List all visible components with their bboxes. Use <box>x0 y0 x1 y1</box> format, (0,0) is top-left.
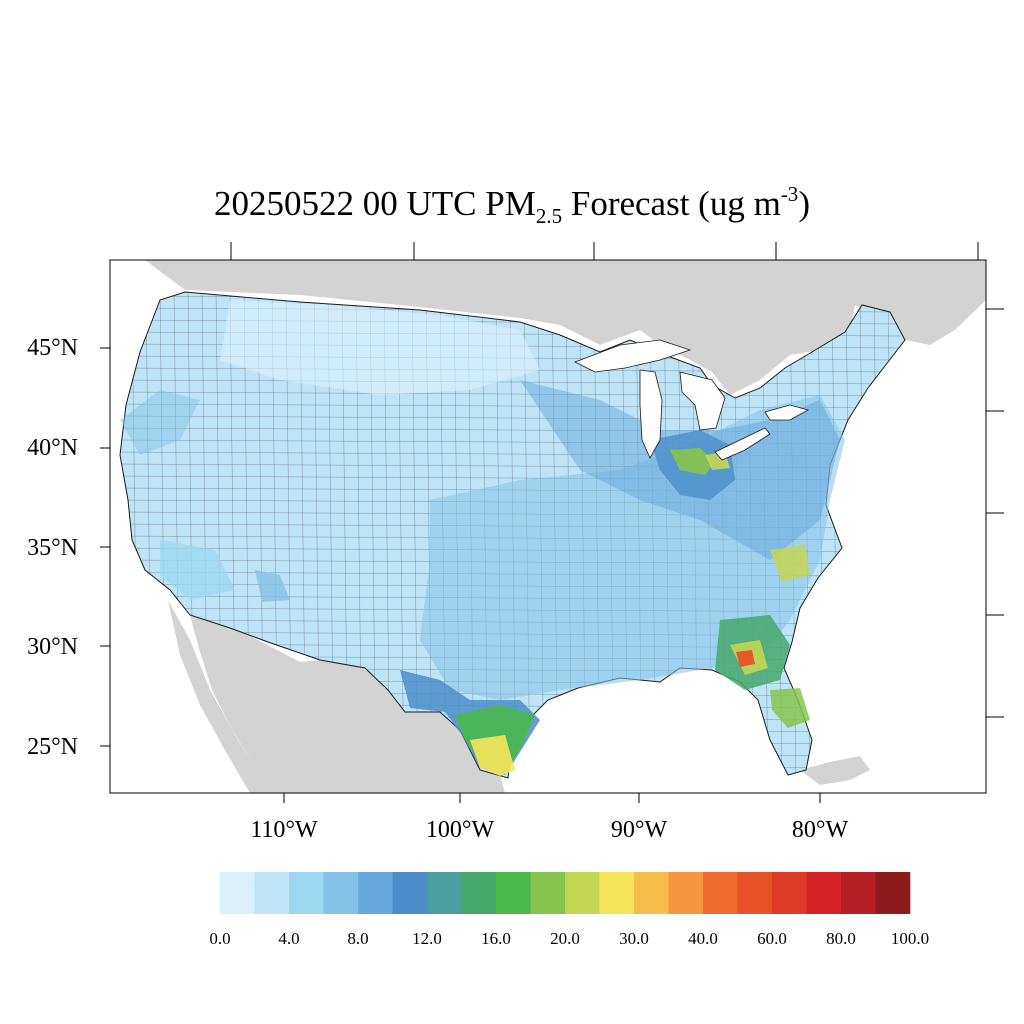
baja-peninsula <box>168 600 272 793</box>
lon-label-100w: 100°W <box>425 817 495 843</box>
concentration-patch-9 <box>770 545 810 582</box>
colorbar-box-0 <box>220 872 255 914</box>
lon-label-110w: 110°W <box>250 817 318 843</box>
concentration-patch-16 <box>220 300 540 395</box>
colorbar-box-14 <box>703 872 738 914</box>
colorbar-box-11 <box>599 872 635 914</box>
map-ticks <box>100 242 1004 803</box>
concentration-patches <box>120 300 845 776</box>
colorbar <box>220 872 911 914</box>
lat-label-30n: 30°N <box>27 634 78 660</box>
colorbar-label-10: 100.0 <box>890 929 930 948</box>
colorbar-label-3: 12.0 <box>412 929 442 948</box>
colorbar-box-3 <box>323 872 359 914</box>
colorbar-label-5: 20.0 <box>550 929 580 948</box>
concentration-patch-13 <box>120 390 200 455</box>
colorbar-box-16 <box>772 872 807 914</box>
colorbar-box-18 <box>841 872 876 914</box>
colorbar-box-6 <box>427 872 462 914</box>
lake-huron <box>679 371 726 431</box>
colorbar-box-12 <box>634 872 669 914</box>
colorbar-box-15 <box>737 872 773 914</box>
colorbar-box-19 <box>875 872 911 914</box>
colorbar-label-2: 8.0 <box>347 929 369 948</box>
colorbar-box-1 <box>254 872 290 914</box>
concentration-patch-10 <box>770 688 810 728</box>
colorbar-label-7: 40.0 <box>688 929 718 948</box>
colorbar-label-9: 80.0 <box>826 929 856 948</box>
lake-michigan <box>639 369 663 459</box>
lon-label-90w: 90°W <box>610 817 668 843</box>
colorbar-label-6: 30.0 <box>619 929 649 948</box>
colorbar-label-0: 0.0 <box>209 929 231 948</box>
colorbar-label-4: 16.0 <box>481 929 511 948</box>
colorbar-label-8: 60.0 <box>757 929 787 948</box>
map-frame <box>109 259 987 794</box>
concentration-patch-14 <box>160 540 235 600</box>
colorbar-box-10 <box>565 872 600 914</box>
colorbar-box-5 <box>392 872 428 914</box>
colorbar-box-13 <box>668 872 704 914</box>
lake-erie <box>714 427 771 461</box>
colorbar-box-17 <box>806 872 842 914</box>
lon-label-80w: 80°W <box>791 817 849 843</box>
colorbar-box-7 <box>461 872 497 914</box>
lat-label-45n: 45°N <box>27 335 78 361</box>
cuba-landmass <box>800 756 870 785</box>
colorbar-label-1: 4.0 <box>278 929 300 948</box>
colorbar-box-8 <box>496 872 531 914</box>
lake-ontario <box>764 404 810 421</box>
colorbar-box-2 <box>289 872 324 914</box>
lat-label-35n: 35°N <box>27 535 78 561</box>
concentration-patch-15 <box>255 570 290 602</box>
lat-label-40n: 40°N <box>27 435 78 461</box>
figure-title: 20250522 00 UTC PM2.5 Forecast (ug m-3) <box>214 182 810 228</box>
colorbar-box-4 <box>358 872 393 914</box>
concentration-patch-5 <box>470 735 515 776</box>
concentration-patch-8 <box>736 650 755 667</box>
lat-label-25n: 25°N <box>27 734 78 760</box>
colorbar-box-9 <box>530 872 566 914</box>
lake-superior <box>574 339 692 373</box>
map-panel <box>110 260 986 793</box>
concentration-patch-11 <box>670 448 715 475</box>
canada-landmass <box>145 260 986 395</box>
mexico-landmass <box>190 615 505 793</box>
